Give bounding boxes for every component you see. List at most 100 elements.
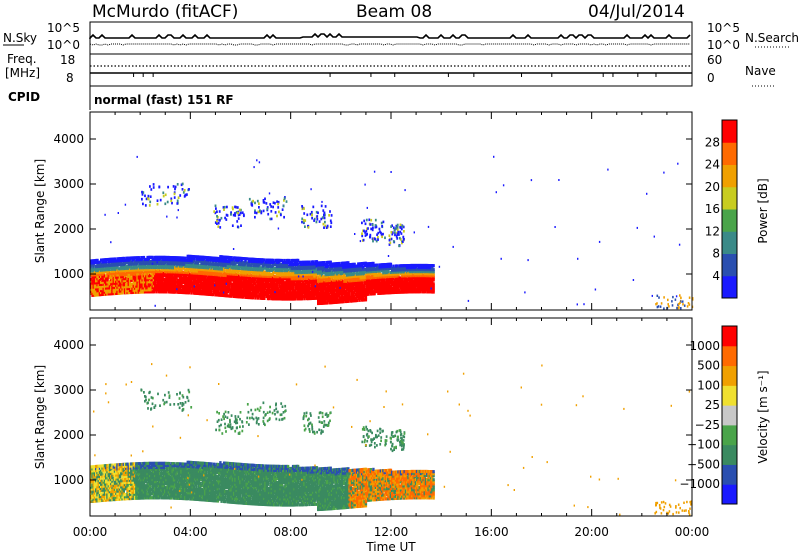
data-cell: [404, 189, 405, 191]
data-cell: [376, 226, 378, 229]
data-cell: [259, 209, 261, 212]
data-cell: [284, 197, 286, 200]
data-cell: [286, 200, 288, 203]
data-cell: [391, 231, 393, 234]
data-cell: [370, 219, 372, 222]
data-cell: [633, 279, 634, 281]
data-cell: [637, 227, 638, 229]
data-cell: [432, 264, 434, 267]
data-cell: [402, 240, 404, 243]
data-cell: [171, 202, 173, 205]
freq-tick-bottom: 8: [66, 71, 74, 85]
data-cell: [160, 199, 162, 202]
data-cell: [224, 217, 226, 220]
data-cell: [360, 240, 361, 242]
data-cell: [383, 221, 385, 224]
data-cell: [396, 237, 398, 240]
data-cell: [646, 193, 647, 195]
data-cell: [381, 236, 383, 239]
data-cell: [366, 233, 368, 236]
data-cell: [403, 230, 405, 233]
data-cell: [379, 231, 381, 234]
data-cell: [323, 226, 325, 229]
data-cell: [397, 233, 399, 236]
data-cell: [253, 166, 254, 168]
freq-panel: [90, 54, 692, 86]
data-cell: [583, 303, 584, 305]
data-cell: [558, 179, 559, 181]
data-cell: [217, 225, 219, 228]
data-cell: [303, 219, 305, 222]
data-cell: [374, 171, 375, 173]
data-cell: [361, 232, 363, 235]
data-cell: [278, 228, 279, 230]
data-cell: [326, 226, 328, 229]
data-cell: [188, 188, 190, 191]
data-cell: [194, 285, 195, 287]
data-cell: [235, 206, 237, 209]
data-cell: [242, 211, 244, 214]
data-cell: [374, 237, 376, 240]
data-cell: [398, 245, 400, 248]
data-cell: [365, 223, 367, 226]
data-cell: [313, 219, 315, 222]
data-cell: [230, 213, 232, 216]
data-cell: [319, 220, 321, 223]
data-cell: [414, 231, 415, 233]
data-cell: [219, 226, 221, 229]
data-cell: [167, 186, 169, 189]
nsearch-trace: [90, 44, 690, 45]
data-cell: [177, 183, 179, 186]
data-cell: [167, 201, 169, 204]
data-cell: [266, 208, 268, 211]
data-cell: [283, 205, 285, 208]
data-cell: [256, 212, 258, 215]
data-cell: [283, 216, 285, 219]
data-cell: [157, 261, 158, 263]
data-cell: [389, 239, 391, 242]
data-cell: [148, 198, 150, 201]
data-cell: [324, 212, 326, 215]
nsky-tick-top: 10^5: [47, 21, 80, 35]
data-cell: [321, 205, 323, 208]
freq-label: Freq.: [7, 52, 37, 66]
data-cell: [157, 203, 159, 206]
data-cell: [394, 231, 396, 234]
data-cell: [150, 195, 152, 198]
data-cell: [270, 210, 272, 213]
data-cell: [577, 303, 578, 305]
data-cell: [175, 186, 177, 189]
data-cell: [182, 188, 184, 191]
data-cell: [243, 215, 245, 218]
data-cell: [276, 215, 278, 218]
data-cell: [320, 218, 322, 221]
data-cell: [232, 224, 234, 227]
data-cell: [254, 202, 256, 205]
data-cell: [259, 161, 260, 163]
data-cell: [363, 220, 365, 223]
data-cell: [312, 271, 313, 273]
nsky-tick-bottom: 10^0: [47, 38, 80, 52]
data-cell: [177, 200, 179, 203]
data-cell: [364, 184, 365, 186]
data-cell: [377, 236, 379, 239]
radar-title: McMurdo (fitACF): [92, 2, 238, 22]
data-cell: [150, 188, 152, 191]
data-cell: [148, 195, 150, 198]
data-cell: [237, 226, 239, 229]
data-cell: [389, 242, 391, 245]
data-cell: [393, 240, 395, 243]
data-cell: [258, 202, 260, 205]
data-cell: [369, 223, 371, 226]
nsearch-tick-bottom: 10^0: [707, 38, 740, 52]
data-cell: [677, 163, 678, 165]
data-cell: [390, 263, 392, 266]
data-cell: [328, 214, 330, 217]
data-cell: [236, 220, 238, 223]
cpid-label: CPID: [8, 90, 40, 104]
data-cell: [270, 205, 272, 208]
data-cell: [390, 171, 391, 173]
data-cell: [399, 237, 401, 240]
data-cell: [237, 206, 239, 209]
data-cell: [331, 214, 333, 217]
